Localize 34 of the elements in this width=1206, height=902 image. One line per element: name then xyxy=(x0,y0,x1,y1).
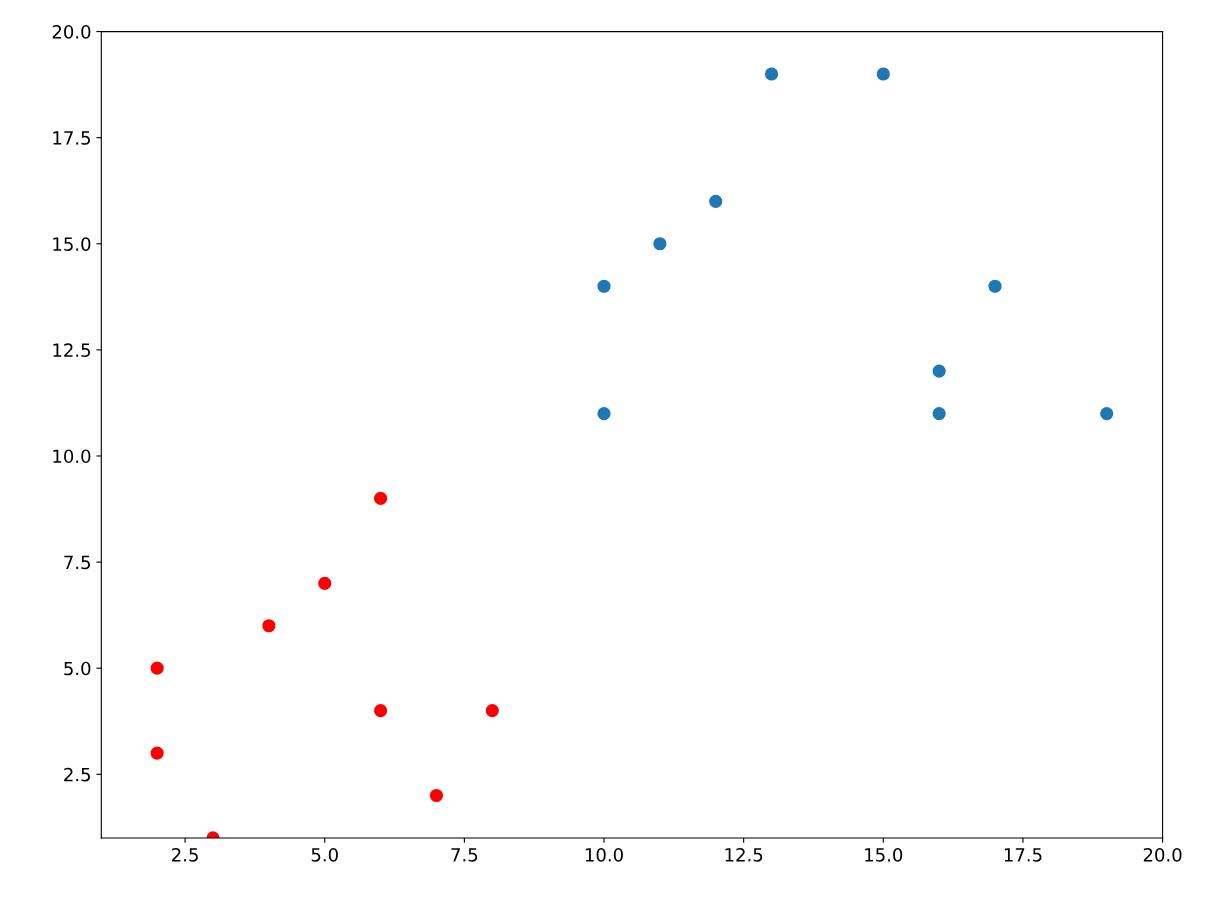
x-tick-label: 5.0 xyxy=(311,848,338,862)
point xyxy=(931,363,948,380)
y-tick-label: 15.0 xyxy=(53,237,91,251)
y-tick-label: 17.5 xyxy=(53,131,91,145)
x-tick-label: 15.0 xyxy=(865,848,903,862)
point xyxy=(1098,405,1115,422)
point xyxy=(260,617,277,634)
point xyxy=(987,278,1003,295)
point xyxy=(149,745,166,762)
x-tick-label: 20.0 xyxy=(1143,848,1182,862)
point xyxy=(428,787,445,804)
x-tick-label: 17.5 xyxy=(1004,848,1042,862)
y-tick-label: 5.0 xyxy=(64,661,91,676)
point xyxy=(372,490,389,507)
y-tick-label: 12.5 xyxy=(53,343,91,357)
point xyxy=(763,66,780,82)
point xyxy=(149,660,166,677)
x-tick-label: 10.0 xyxy=(585,848,623,862)
point xyxy=(372,702,389,719)
point xyxy=(875,66,892,82)
y-tick-label: 20.0 xyxy=(52,25,91,39)
point xyxy=(931,405,948,422)
x-tick-label: 12.5 xyxy=(725,848,763,862)
x-tick-label: 2.5 xyxy=(172,848,198,862)
y-tick-label: 2.5 xyxy=(64,767,91,782)
x-tick-label: 7.5 xyxy=(451,848,478,862)
point xyxy=(316,575,333,592)
point xyxy=(651,235,668,252)
point xyxy=(484,702,501,719)
point xyxy=(596,405,612,422)
point xyxy=(707,193,724,210)
y-tick-label: 10.0 xyxy=(53,449,91,464)
y-tick-label: 7.5 xyxy=(64,555,91,570)
point xyxy=(596,278,612,295)
